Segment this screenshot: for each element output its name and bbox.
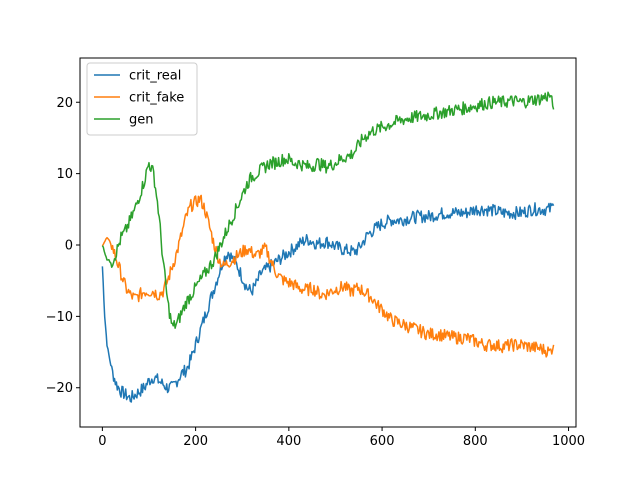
y-axis-ticks: −20 −10 0 10 20 xyxy=(46,96,80,396)
x-axis-ticks: 0 200 400 600 800 1000 xyxy=(98,427,585,449)
x-tick-label: 0 xyxy=(98,434,106,449)
x-tick-label: 1000 xyxy=(552,434,585,449)
legend-label-crit-real: crit_real xyxy=(129,69,181,84)
y-tick-label: −20 xyxy=(46,381,73,396)
x-tick-label: 800 xyxy=(463,434,488,449)
plot-frame xyxy=(79,57,577,428)
y-tick-label: 20 xyxy=(56,96,73,111)
legend-box xyxy=(86,62,198,136)
series-line-crit-fake xyxy=(101,194,555,358)
series-line-crit-real xyxy=(101,202,555,403)
x-tick-label: 600 xyxy=(370,434,395,449)
x-tick-label: 400 xyxy=(276,434,301,449)
legend-label-gen: gen xyxy=(129,113,154,128)
x-tick-label: 200 xyxy=(183,434,208,449)
y-tick-label: −10 xyxy=(46,310,73,325)
series-line-gen xyxy=(101,91,555,329)
y-tick-label: 0 xyxy=(65,238,73,253)
series-layer xyxy=(101,91,555,403)
legend-label-crit-fake: crit_fake xyxy=(129,91,184,106)
y-tick-label: 10 xyxy=(56,167,73,182)
